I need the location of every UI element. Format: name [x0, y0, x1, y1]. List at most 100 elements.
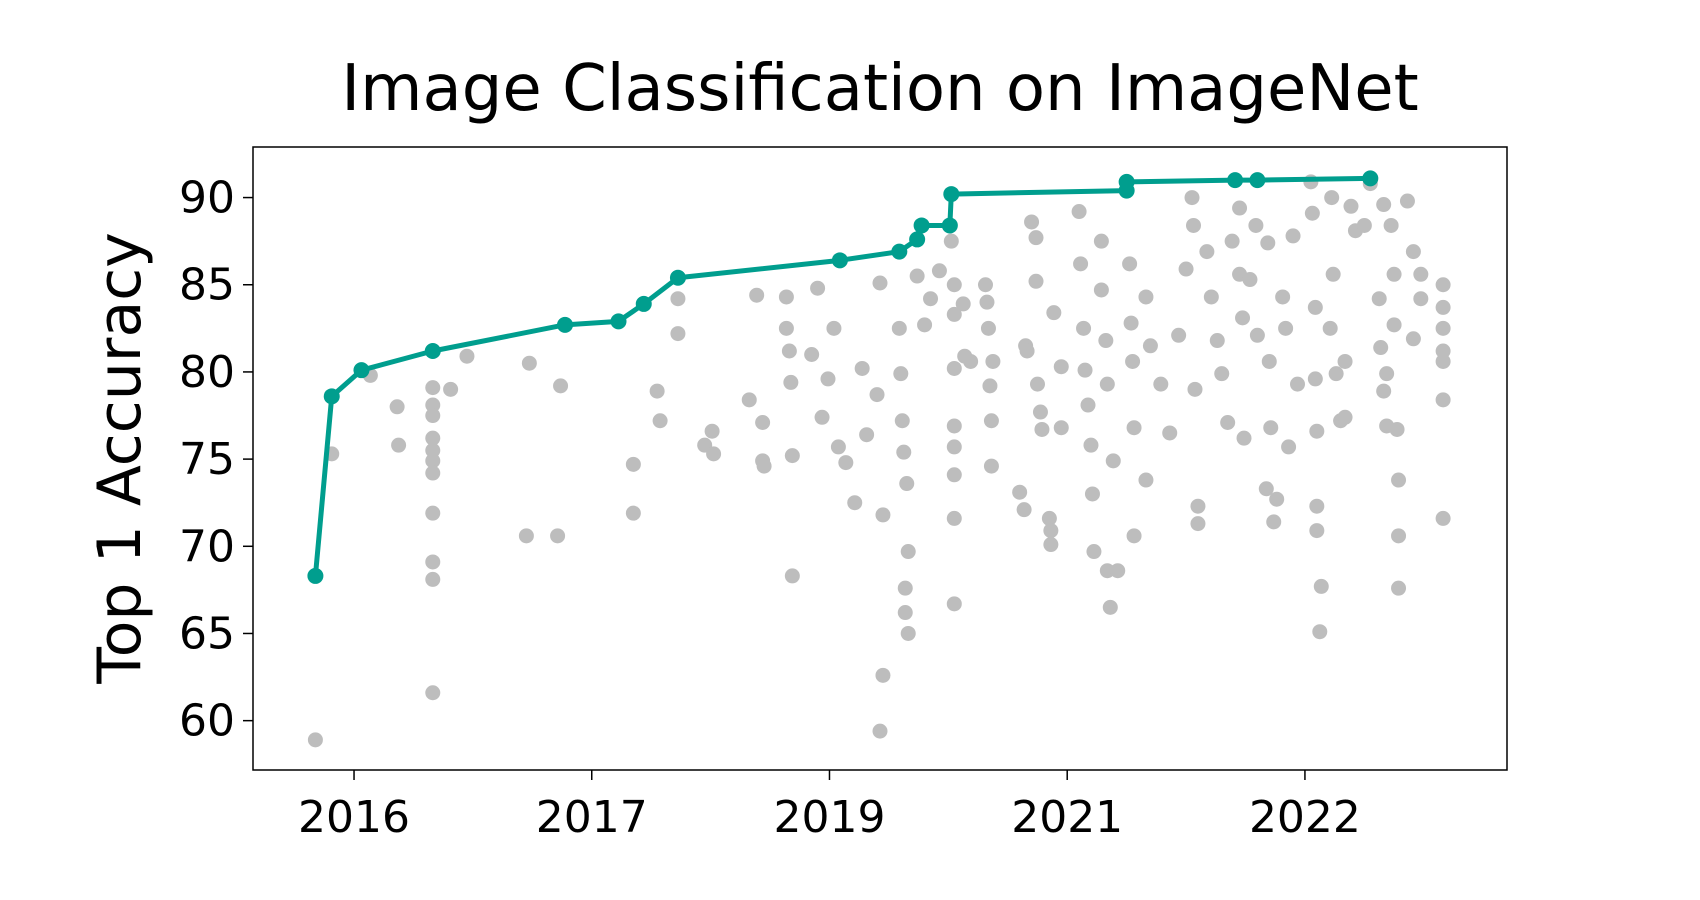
point	[1309, 498, 1325, 514]
point	[982, 378, 998, 394]
point	[1376, 383, 1392, 399]
point	[1034, 421, 1050, 437]
point	[670, 291, 686, 307]
point	[1209, 333, 1225, 349]
point	[1032, 404, 1048, 420]
point	[963, 353, 979, 369]
point	[1220, 414, 1236, 430]
point	[1224, 233, 1240, 249]
point	[1046, 305, 1062, 321]
point	[1029, 376, 1045, 392]
point	[909, 268, 925, 284]
point	[1405, 244, 1421, 260]
point	[1399, 193, 1415, 209]
line-series	[307, 170, 1379, 584]
point	[1383, 217, 1399, 233]
point	[1083, 437, 1099, 453]
point	[1435, 343, 1451, 359]
point	[946, 467, 962, 483]
point	[1386, 266, 1402, 282]
point	[1309, 523, 1325, 539]
point	[946, 306, 962, 322]
axes-frame	[252, 146, 1508, 771]
point	[1043, 537, 1059, 553]
point	[1435, 277, 1451, 293]
point	[1391, 528, 1407, 544]
point	[625, 456, 641, 472]
point	[1093, 282, 1109, 298]
point	[670, 326, 686, 342]
point	[1232, 200, 1248, 216]
point	[425, 380, 441, 396]
point	[1187, 381, 1203, 397]
sota-point	[943, 186, 960, 203]
point	[652, 413, 668, 429]
point	[1391, 580, 1407, 596]
point	[1138, 289, 1154, 305]
x-tick-label: 2022	[1249, 792, 1361, 843]
point	[1263, 420, 1279, 436]
point	[1435, 320, 1451, 336]
point	[1435, 392, 1451, 408]
point	[1153, 376, 1169, 392]
point	[1142, 338, 1158, 354]
point	[1324, 190, 1340, 206]
point	[781, 343, 797, 359]
point	[553, 378, 569, 394]
point	[741, 392, 757, 408]
point	[893, 366, 909, 382]
point	[923, 291, 939, 307]
point	[943, 233, 959, 249]
point	[778, 320, 794, 336]
sota-point	[1249, 172, 1266, 189]
point	[1123, 315, 1139, 331]
point	[1073, 256, 1089, 272]
y-axis-label: Top 1 Accuracy	[85, 232, 155, 685]
point	[1016, 502, 1032, 518]
point	[826, 320, 842, 336]
point	[1053, 420, 1069, 436]
point	[875, 667, 891, 683]
point	[1275, 289, 1291, 305]
sota-point	[669, 269, 686, 286]
point	[1162, 425, 1178, 441]
point	[1307, 371, 1323, 387]
point	[1053, 359, 1069, 375]
point	[830, 439, 846, 455]
point	[425, 685, 441, 701]
x-tick-label: 2021	[1011, 792, 1123, 843]
point	[1099, 376, 1115, 392]
point	[983, 413, 999, 429]
sota-point	[557, 316, 574, 333]
point	[1435, 299, 1451, 315]
point	[425, 505, 441, 521]
point	[425, 571, 441, 587]
sota-point	[353, 362, 370, 379]
point	[847, 495, 863, 511]
point	[550, 528, 566, 544]
point	[854, 360, 870, 376]
point	[1028, 230, 1044, 246]
point	[706, 446, 722, 462]
point	[859, 427, 875, 443]
point	[1278, 320, 1294, 336]
point	[894, 413, 910, 429]
point	[1071, 204, 1087, 220]
point	[900, 544, 916, 560]
point	[1389, 421, 1405, 437]
point	[1024, 214, 1040, 230]
point	[756, 458, 772, 474]
x-tick-label: 2016	[298, 792, 410, 843]
point	[977, 277, 993, 293]
point	[1203, 289, 1219, 305]
point	[1242, 272, 1258, 288]
point	[1386, 317, 1402, 333]
point	[1391, 472, 1407, 488]
point	[983, 458, 999, 474]
point	[1214, 366, 1230, 382]
point	[931, 263, 947, 279]
point	[1266, 514, 1282, 530]
point	[521, 355, 537, 371]
sota-point	[913, 217, 930, 234]
point	[784, 448, 800, 464]
